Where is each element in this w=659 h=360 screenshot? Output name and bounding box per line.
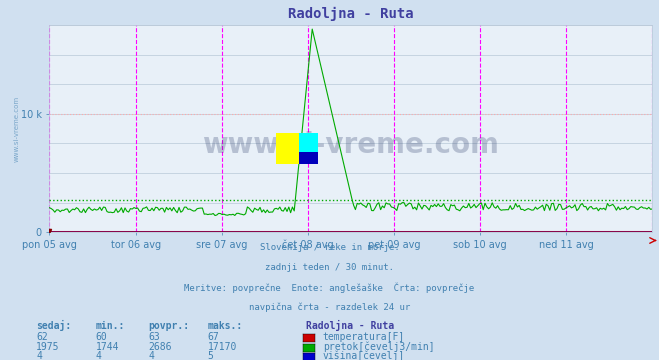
- Text: 60: 60: [96, 332, 107, 342]
- Text: temperatura[F]: temperatura[F]: [323, 332, 405, 342]
- Bar: [276, 133, 300, 163]
- Text: 62: 62: [36, 332, 48, 342]
- Text: 4: 4: [148, 351, 154, 360]
- Text: 1744: 1744: [96, 342, 119, 352]
- Text: Slovenija / reke in morje.: Slovenija / reke in morje.: [260, 243, 399, 252]
- Text: min.:: min.:: [96, 321, 125, 332]
- Text: sedaj:: sedaj:: [36, 320, 71, 332]
- Text: maks.:: maks.:: [208, 321, 243, 332]
- Text: Radoljna - Ruta: Radoljna - Ruta: [306, 320, 395, 332]
- Text: 63: 63: [148, 332, 160, 342]
- Text: 17170: 17170: [208, 342, 237, 352]
- Text: 67: 67: [208, 332, 219, 342]
- Bar: [299, 152, 318, 163]
- Text: 2686: 2686: [148, 342, 172, 352]
- Text: navpična črta - razdelek 24 ur: navpična črta - razdelek 24 ur: [249, 302, 410, 312]
- Text: www.si-vreme.com: www.si-vreme.com: [202, 131, 500, 159]
- Text: 1975: 1975: [36, 342, 60, 352]
- Text: višina[čevelj]: višina[čevelj]: [323, 350, 405, 360]
- Text: 5: 5: [208, 351, 214, 360]
- Title: Radoljna - Ruta: Radoljna - Ruta: [288, 7, 414, 21]
- Text: povpr.:: povpr.:: [148, 321, 189, 332]
- Text: pretok[čevelj3/min]: pretok[čevelj3/min]: [323, 341, 434, 352]
- Text: zadnji teden / 30 minut.: zadnji teden / 30 minut.: [265, 263, 394, 272]
- Text: 4: 4: [36, 351, 42, 360]
- Bar: [299, 133, 318, 152]
- Text: Meritve: povprečne  Enote: anglešaške  Črta: povprečje: Meritve: povprečne Enote: anglešaške Črt…: [185, 283, 474, 293]
- Text: www.si-vreme.com: www.si-vreme.com: [13, 96, 19, 162]
- Text: 4: 4: [96, 351, 101, 360]
